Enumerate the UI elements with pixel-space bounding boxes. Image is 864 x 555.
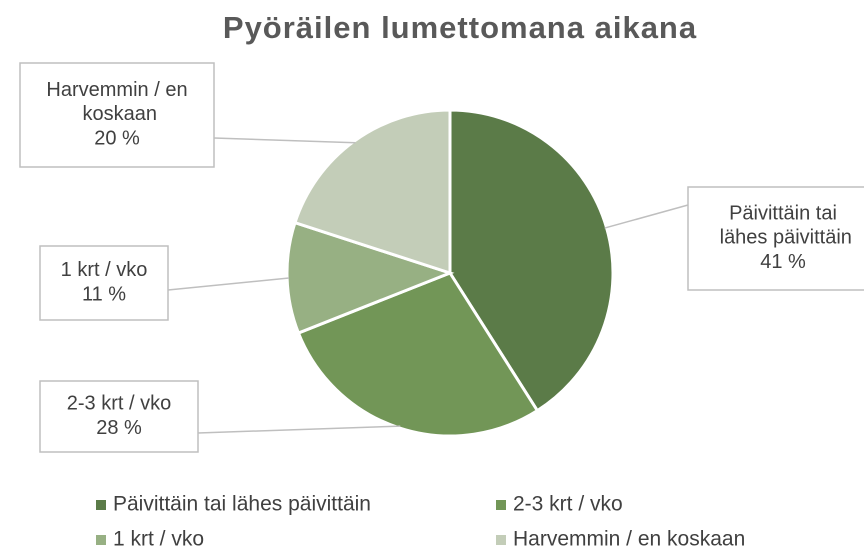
pie-slice (296, 271, 540, 438)
data-label-value: 28 % (96, 417, 142, 439)
data-label-value: 20 % (94, 127, 140, 149)
data-label-category: Harvemmin / en koskaan (46, 79, 187, 125)
callout-box (39, 380, 199, 453)
leader-line (213, 137, 356, 144)
callout-box (19, 62, 215, 168)
callout-box (687, 186, 864, 291)
legend-label: Päivittäin tai lähes päivittäin (113, 493, 371, 516)
legend-marker (96, 500, 106, 510)
legend-marker (496, 500, 506, 510)
callout-box (39, 245, 169, 321)
leader-line (604, 204, 689, 229)
data-label-category: 2-3 krt / vko (67, 393, 171, 415)
data-label-value: 11 % (82, 283, 126, 305)
chart-title: Pyöräilen lumettomana aikana (223, 10, 697, 45)
leader-line (197, 425, 401, 434)
data-label-category: Päivittäin tai lähes päivittäin (714, 203, 852, 249)
legend-label: 2-3 krt / vko (513, 493, 623, 516)
data-label-value: 41 % (760, 251, 806, 273)
legend-label: Harvemmin / en koskaan (513, 528, 745, 551)
leader-line (167, 277, 290, 291)
legend-marker (496, 535, 506, 545)
legend-marker (96, 535, 106, 545)
legend-label: 1 krt / vko (113, 528, 204, 551)
data-label-category: 1 krt / vko (61, 259, 148, 281)
pie-slice (293, 108, 452, 276)
